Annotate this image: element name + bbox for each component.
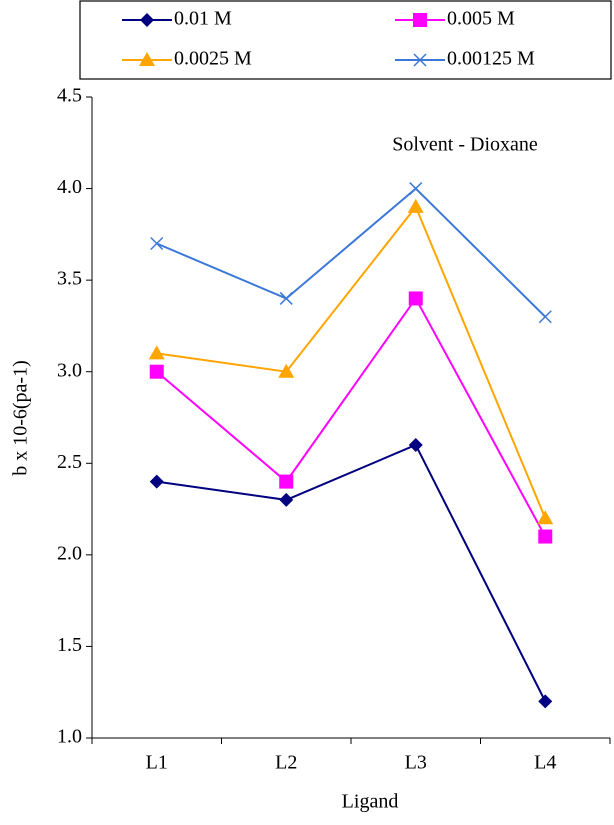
y-tick-label: 4.5 [57, 85, 82, 107]
y-axis-label: b x 10-6(pa-1) [10, 360, 32, 476]
y-tick-label: 1.0 [57, 726, 82, 748]
legend-label: 0.01 M [174, 8, 232, 30]
point [410, 183, 422, 195]
point [539, 311, 551, 323]
point [538, 694, 552, 708]
y-tick-label: 2.5 [57, 451, 82, 473]
y-tick-label: 1.5 [57, 634, 82, 656]
y-tick-label: 3.0 [57, 359, 82, 381]
y-tick-label: 4.0 [57, 176, 82, 198]
point [279, 475, 293, 489]
legend-label: 0.00125 M [447, 48, 535, 70]
x-tick-label: L4 [534, 752, 556, 774]
point [150, 365, 164, 379]
series-line [157, 445, 546, 701]
point [279, 493, 293, 507]
point [408, 199, 424, 213]
x-tick-label: L3 [405, 752, 427, 774]
point [150, 475, 164, 489]
x-tick-label: L2 [275, 752, 297, 774]
annotation: Solvent - Dioxane [392, 134, 538, 156]
point [409, 438, 423, 452]
point [151, 238, 163, 250]
point [280, 292, 292, 304]
legend-label: 0.0025 M [174, 48, 252, 70]
x-tick-label: L1 [146, 752, 168, 774]
legend-label: 0.005 M [447, 8, 515, 30]
point [409, 291, 423, 305]
series-line [157, 298, 546, 536]
y-tick-label: 2.0 [57, 542, 82, 564]
chart: Solvent - Dioxane Ligand b x 10-6(pa-1) … [0, 0, 614, 825]
x-axis-label: Ligand [342, 791, 399, 813]
point [149, 345, 165, 359]
y-tick-label: 3.5 [57, 268, 82, 290]
legend-marker [413, 13, 427, 27]
point [537, 510, 553, 524]
series-line [157, 189, 546, 317]
point [538, 530, 552, 544]
